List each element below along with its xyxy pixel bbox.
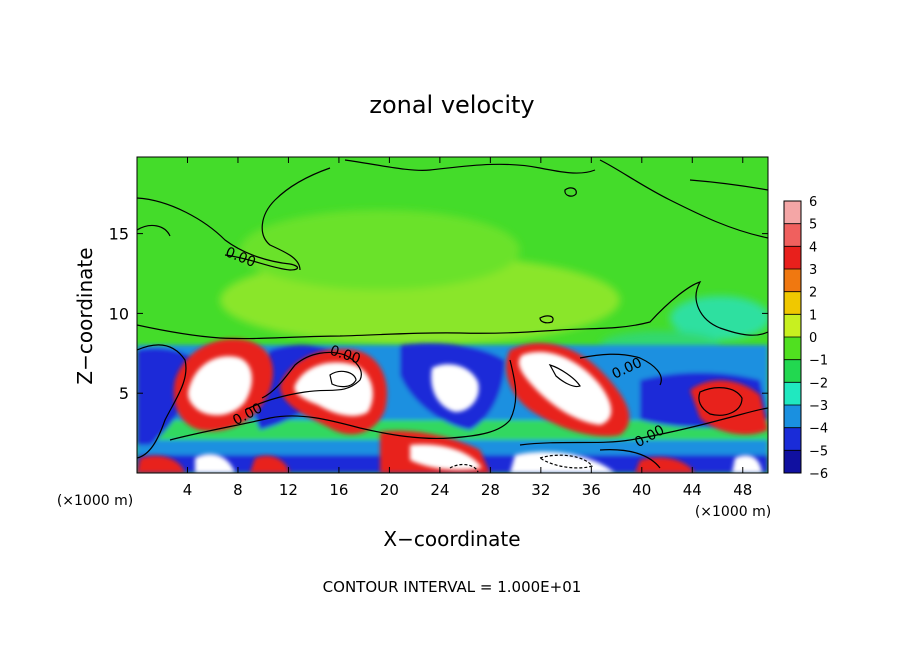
contour-line [261, 167, 331, 271]
chart-title: zonal velocity [369, 91, 534, 119]
y-tick-label: 5 [119, 384, 129, 403]
x-tick-label: 32 [531, 481, 550, 499]
colorbar-tick-label: −4 [809, 422, 828, 437]
x-axis: 4 8 12 16 20 24 28 32 36 40 44 48 [183, 157, 752, 499]
contour-line [689, 179, 768, 191]
contour-lines [137, 159, 768, 473]
x-tick-label: 12 [279, 481, 298, 499]
field-strong-positive [518, 351, 612, 425]
contour-line [449, 463, 479, 473]
field-positive-jet [250, 455, 290, 473]
colorbar-tick-label: 6 [809, 195, 817, 210]
field-strong-negative [431, 364, 479, 412]
colorbar-tick-label: −5 [809, 444, 828, 459]
field-strong-positive [510, 451, 615, 473]
contour-line [599, 449, 661, 469]
colorbar-swatch [784, 337, 801, 360]
x-tick-label: 24 [430, 481, 449, 499]
x-axis-label: X−coordinate [383, 527, 520, 551]
field-patch-weak-positive [240, 210, 520, 290]
contour-line [538, 454, 593, 469]
contour-line [137, 197, 299, 271]
field-strong-positive [410, 444, 482, 470]
x-tick-label: 36 [582, 481, 601, 499]
colorbar-swatch [784, 223, 801, 247]
colorbar-tick-label: 3 [809, 263, 817, 278]
field-strong-negative [195, 454, 235, 473]
colorbar-swatch [784, 291, 801, 315]
colorbar-swatch [784, 450, 801, 473]
colorbar-swatch [784, 405, 801, 428]
contour-line [698, 387, 743, 416]
contour-line [599, 159, 768, 239]
colorbar-swatch [784, 359, 801, 383]
heatmap-field [137, 157, 768, 473]
colorbar-tick-label: −6 [809, 467, 828, 482]
x-tick-label: 44 [683, 481, 702, 499]
x-tick-label: 48 [733, 481, 752, 499]
x-tick-label: 4 [183, 481, 193, 499]
colorbar-swatch [784, 382, 801, 405]
x-tick-label: 40 [632, 481, 651, 499]
x-tick-label: 16 [329, 481, 348, 499]
field-strong-negative [732, 455, 762, 473]
colorbar-tick-label: 2 [809, 286, 817, 301]
field-positive-jet [137, 455, 185, 473]
contour-line [564, 187, 577, 197]
contour-interval-note: CONTOUR INTERVAL = 1.000E+01 [323, 578, 582, 596]
y-tick-label: 10 [109, 304, 129, 323]
colorbar-swatch [784, 427, 801, 451]
contour-line [344, 159, 596, 174]
x-tick-label: 20 [380, 481, 399, 499]
y-tick-label: 15 [109, 225, 129, 244]
contour-line [579, 353, 662, 386]
y-axis-label: Z−coordinate [73, 247, 97, 384]
colorbar-swatch [784, 269, 801, 292]
contour-line [137, 281, 768, 340]
y-axis: 5 10 15 [109, 225, 768, 403]
colorbar-tick-label: 0 [809, 331, 817, 346]
contour-line [548, 364, 581, 388]
colorbar-tick-label: 4 [809, 240, 817, 255]
contour-line [169, 359, 517, 441]
field-positive-jet [635, 457, 695, 473]
colorbar-tick-label: 1 [809, 308, 817, 323]
x-unit-left: (×1000 m) [57, 493, 133, 509]
x-tick-label: 28 [481, 481, 500, 499]
colorbar-swatch [784, 246, 801, 269]
colorbar-swatch [784, 201, 801, 224]
contour-line [329, 370, 357, 388]
x-tick-label: 8 [233, 481, 243, 499]
colorbar-tick-label: −2 [809, 376, 828, 391]
plot-frame [136, 156, 769, 474]
field-patch-weak-negative [670, 296, 768, 340]
colorbar-tick-label: −3 [809, 399, 828, 414]
contour-line [519, 407, 768, 446]
contour-line [539, 315, 554, 324]
contour-line [244, 351, 362, 411]
colorbar: 6 5 4 3 2 1 0 −1 −2 −3 −4 −5 −6 [783, 195, 828, 482]
x-unit-right: (×1000 m) [695, 504, 771, 520]
field-strong-positive [294, 362, 373, 416]
field-strong-positive [188, 356, 252, 416]
field-positive-jet [690, 380, 768, 435]
colorbar-swatch [784, 314, 801, 337]
contour-line [137, 344, 187, 459]
colorbar-tick-label: 5 [809, 218, 817, 233]
colorbar-tick-label: −1 [809, 354, 828, 369]
